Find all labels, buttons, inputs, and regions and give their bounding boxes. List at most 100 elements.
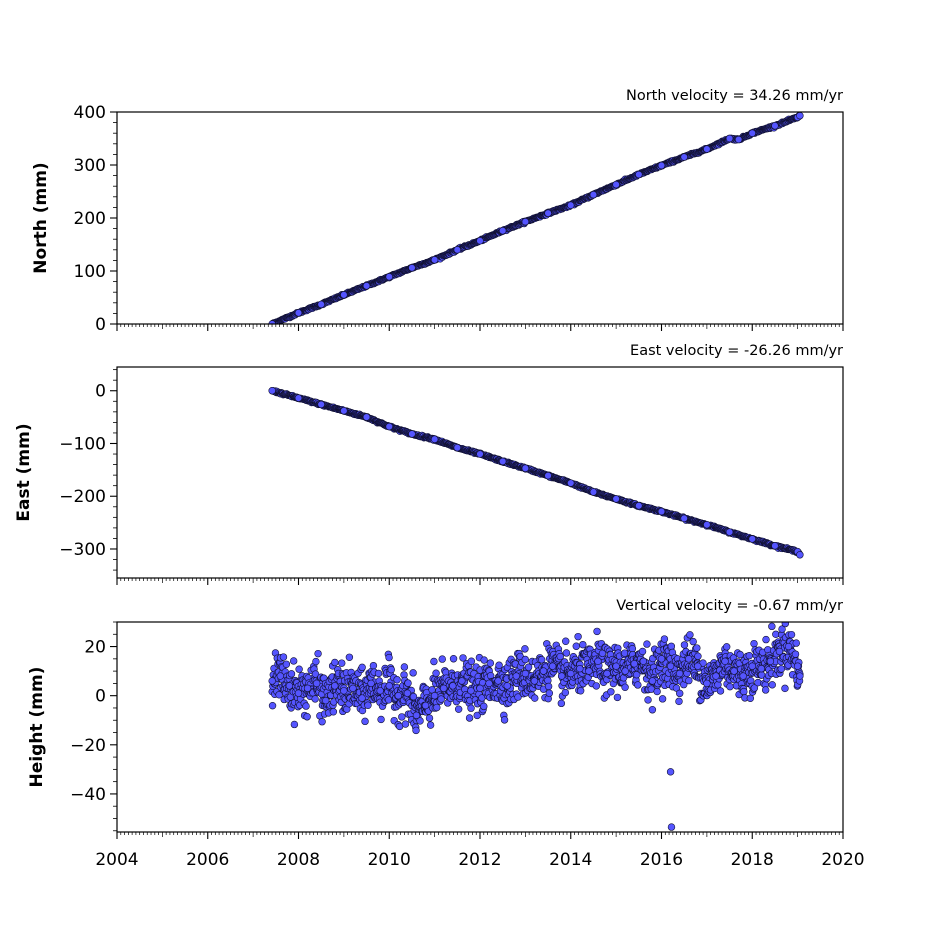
data-point	[403, 689, 412, 697]
data-point	[544, 682, 553, 691]
data-point	[376, 687, 384, 695]
data-point	[512, 672, 520, 680]
data-point	[675, 669, 684, 678]
data-point	[612, 180, 620, 189]
data-point	[537, 656, 546, 664]
data-point	[404, 679, 412, 687]
data-point	[358, 663, 366, 672]
data-point	[594, 657, 602, 665]
data-point	[607, 688, 615, 696]
data-point	[745, 652, 753, 660]
data-point	[638, 647, 647, 656]
data-point	[657, 507, 666, 516]
y-axis-label: East (mm)	[14, 423, 34, 521]
x-tick-label: 2014	[549, 850, 592, 870]
data-point	[421, 701, 430, 710]
data-point	[295, 665, 303, 673]
data-point	[276, 672, 285, 680]
data-point	[736, 650, 744, 659]
data-point	[398, 713, 406, 721]
data-point	[635, 170, 643, 179]
data-point	[748, 535, 756, 543]
data-point	[585, 667, 593, 675]
data-point	[775, 647, 784, 656]
data-point	[750, 684, 759, 692]
x-tick-label: 2016	[640, 850, 683, 870]
data-point	[730, 667, 738, 675]
scatter-points-east	[268, 387, 804, 559]
data-point	[621, 683, 629, 691]
y-tick-label: −100	[59, 434, 106, 454]
data-point	[362, 282, 371, 290]
data-point	[639, 657, 648, 665]
y-tick-label: −20	[70, 736, 106, 756]
data-point	[385, 422, 393, 431]
data-point	[364, 701, 372, 709]
y-axis-height: 20 0 −20 −40	[70, 621, 117, 832]
data-point	[589, 190, 598, 199]
scatter-points-north	[268, 112, 804, 324]
data-point	[430, 691, 439, 700]
data-point	[556, 652, 564, 661]
data-point	[521, 655, 529, 664]
data-point	[612, 495, 620, 503]
data-point	[412, 726, 420, 735]
y-axis-label: North (mm)	[31, 162, 51, 273]
data-point	[285, 682, 294, 690]
y-axis-east: 0 −100 −200 −300	[59, 369, 117, 571]
data-point	[781, 684, 789, 693]
data-point	[340, 407, 348, 415]
data-point	[495, 661, 503, 669]
data-point	[303, 684, 312, 693]
data-point	[394, 691, 403, 700]
data-point	[385, 653, 393, 662]
data-point	[317, 300, 325, 309]
data-point	[314, 649, 322, 658]
data-point	[317, 400, 325, 409]
data-point	[290, 720, 299, 729]
data-point	[693, 644, 701, 652]
data-point	[703, 521, 711, 529]
data-point	[791, 650, 800, 658]
data-point	[686, 631, 694, 639]
y-tick-label: −40	[70, 785, 106, 805]
data-point	[634, 681, 642, 689]
data-point	[437, 695, 445, 703]
data-point	[514, 693, 522, 701]
data-point	[778, 625, 786, 633]
data-point	[572, 642, 580, 650]
data-point	[318, 718, 326, 726]
data-point	[268, 701, 277, 710]
data-point	[781, 622, 790, 628]
data-point	[467, 704, 475, 712]
data-point	[362, 413, 371, 421]
axes-frame	[116, 366, 844, 579]
data-point	[367, 679, 375, 688]
data-point	[725, 528, 734, 536]
data-point	[331, 658, 339, 667]
data-point	[792, 639, 800, 647]
data-point	[416, 717, 424, 725]
data-point	[567, 201, 575, 209]
data-point	[722, 643, 731, 651]
data-point	[748, 129, 756, 137]
data-point	[667, 642, 676, 650]
data-point	[657, 161, 666, 170]
data-point	[312, 657, 320, 666]
data-point	[473, 711, 481, 720]
data-point	[369, 661, 378, 670]
x-tick-label: 2010	[368, 850, 411, 870]
data-point	[712, 672, 720, 680]
data-point	[294, 689, 303, 697]
data-point	[268, 320, 276, 324]
panel-north: 0 100 200 300 400 North velocity = 34.26 mm/y…	[31, 88, 844, 335]
data-point	[746, 694, 755, 703]
data-point	[387, 665, 395, 674]
data-point	[648, 706, 657, 714]
data-point	[485, 679, 493, 688]
data-point	[449, 682, 457, 690]
data-point	[680, 641, 689, 649]
data-point	[458, 677, 466, 685]
data-point	[544, 471, 552, 480]
data-point	[345, 653, 354, 661]
